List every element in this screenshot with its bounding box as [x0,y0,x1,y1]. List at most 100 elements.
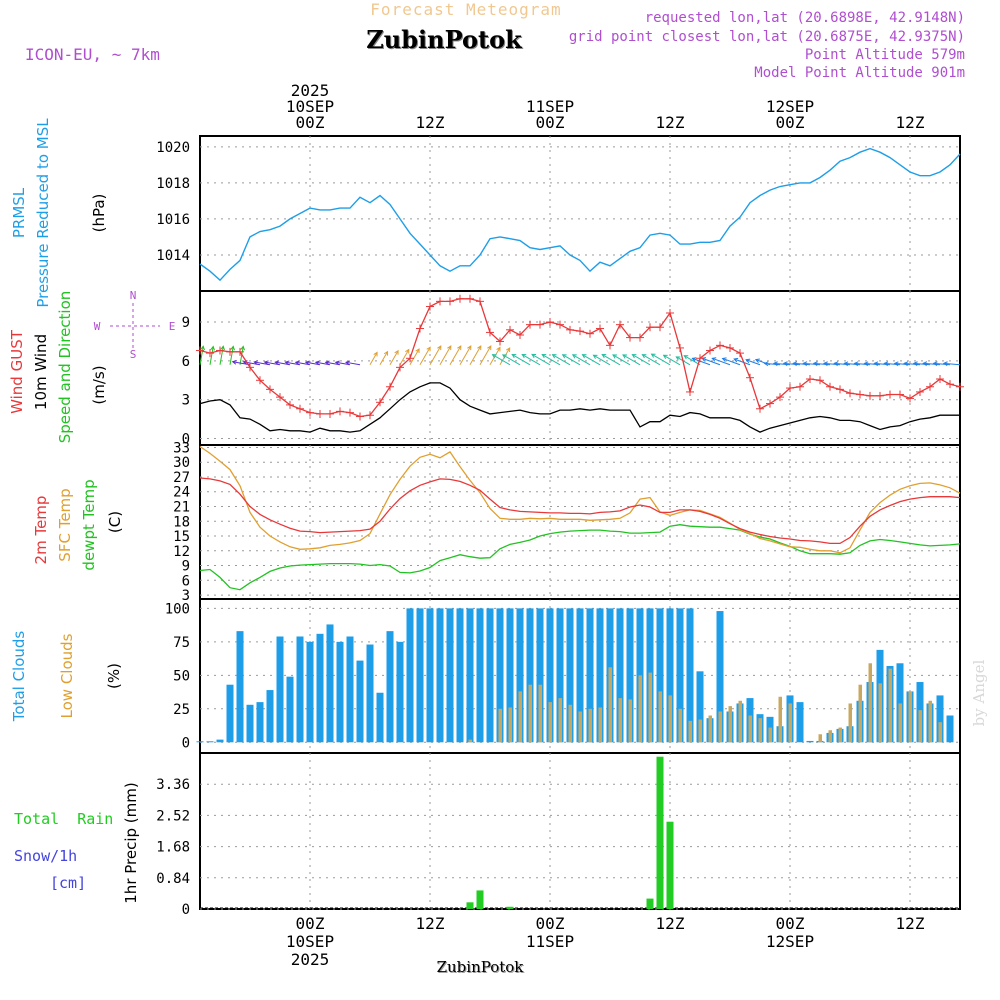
total-cloud-bar [276,636,284,743]
wind-direction-arrow [622,354,641,366]
wind-direction-arrow [199,346,204,365]
wind-direction-arrow [562,354,581,366]
wind-direction-arrowhead [571,354,577,359]
wind-direction-arrowhead [324,360,330,366]
total-cloud-bar [936,695,944,743]
total-cloud-bar [416,608,424,743]
wind-direction-arrow [854,362,871,366]
wind-direction-arrow [803,362,821,366]
wind-direction-arrow [305,361,321,366]
pressure-label-prmsl: PRMSL [10,187,28,238]
wind-direction-arrow [734,358,751,366]
wind-direction-arrowhead [802,361,808,366]
total-cloud-bar [666,608,674,743]
wind-direction-arrow [684,355,701,366]
low-cloud-bar [648,672,652,743]
time-label-top: 10SEP [286,97,334,116]
wind-direction-arrowhead [294,360,300,366]
total-cloud-bar [426,608,434,743]
series-wind-gust [199,298,961,418]
low-cloud-bar [658,691,662,743]
low-cloud-bar [708,715,712,743]
wind-direction-arrow [933,362,951,366]
total-cloud-bar [236,631,244,743]
wind-direction-arrowhead [426,346,431,352]
y-tick-label: 1014 [156,248,190,264]
model-label: ICON-EU, ~ 7km [25,45,160,64]
series-sfc-temp [199,445,961,554]
wind-direction-arrowhead [763,361,769,367]
total-cloud-bar [216,739,224,743]
wind-direction-arrowhead [210,345,215,351]
low-cloud-bar [518,691,522,743]
y-tick-label: 0.84 [156,871,190,887]
rain-bar [506,906,514,909]
time-label-top: 11SEP [526,97,574,116]
wind-direction-arrowhead [274,360,280,366]
wind-direction-arrowhead [754,358,760,363]
wind-unit: (m/s) [90,365,108,404]
wind-direction-arrow [219,346,224,365]
wind-direction-arrowhead [833,361,839,367]
rain-bar [666,821,674,909]
low-cloud-bar [728,706,732,743]
wind-direction-arrowhead [437,345,442,351]
wind-direction-arrowhead [691,357,697,362]
wind-direction-arrow [399,349,410,366]
time-label-top: 12Z [416,113,445,132]
time-label-top: 00Z [296,113,325,132]
wind-direction-arrowhead [561,354,567,359]
low-cloud-bar [688,720,692,743]
low-cloud-bar [668,695,672,743]
wind-direction-arrow [813,362,831,366]
wind-direction-arrow [469,345,482,366]
wind-direction-arrow [449,345,462,366]
total-cloud-bar [696,671,704,743]
y-tick-label: 75 [173,635,190,651]
total-cloud-bar [256,702,264,743]
y-tick-label: 50 [173,668,190,684]
panel-frames [199,135,961,910]
wind-10m-label: 10m Wind [32,334,50,410]
y-tick-label: 2.52 [156,808,190,824]
wind-direction-arrow [479,345,492,366]
low-cloud-bar [908,691,912,743]
wind-direction-arrow [492,354,511,366]
y-tick-label: 3 [182,393,190,409]
time-label-top: 2025 [291,81,330,100]
y-tick-label: 1016 [156,212,190,228]
wind-direction-arrowhead [511,353,517,359]
wind-direction-arrowhead [873,361,879,367]
total-cloud-bar [336,641,344,743]
wind-direction-arrowhead [491,354,497,359]
wind-direction-arrowhead [467,345,472,351]
wind-direction-arrow [502,354,521,366]
wind-direction-arrowhead [601,353,607,359]
y-tick-label: 100 [165,601,190,617]
time-label-bottom: 00Z [776,914,805,933]
wind-direction-arrowhead [394,349,399,355]
wind-direction-arrow [541,354,561,366]
wind-direction-arrow [229,346,234,365]
low-cloud-bar [678,708,682,743]
total-cloud-bar [476,608,484,743]
total-cloud-bar [376,692,384,743]
low-cloud-bar [738,700,742,743]
grid-layer [200,136,960,910]
wind-direction-arrow [379,351,388,366]
low-cloud-bar [778,696,782,743]
low-cloud-bar [568,704,572,743]
wind-direction-arrow [582,354,601,366]
wind-direction-arrowhead [531,353,537,359]
y-tick-labels: 1014101610181020036936912151821242730330… [156,140,190,918]
wind-direction-arrow [692,357,711,366]
total-cloud-bar [686,608,694,743]
wind-direction-arrowhead [592,354,598,359]
wind-direction-arrowhead [792,361,798,366]
wind-direction-arrowhead [612,354,618,359]
time-label-bottom: 12SEP [766,932,814,951]
wind-direction-arrowhead [487,345,492,351]
wind-direction-arrowhead [622,354,628,359]
low-cloud-bar [468,739,472,743]
